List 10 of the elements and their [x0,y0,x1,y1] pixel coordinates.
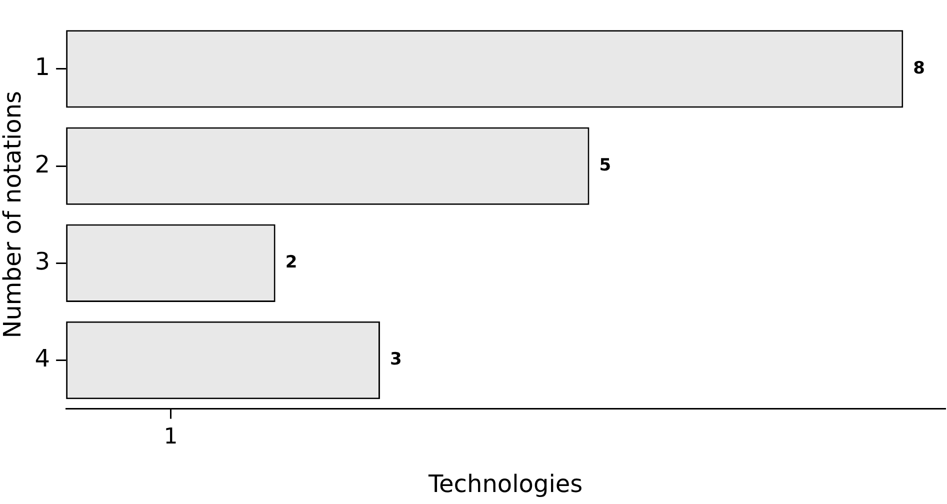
data-label: 8 [913,58,925,78]
y-tick-label: 1 [34,53,50,82]
y-axis-title: Number of notations [0,90,27,338]
data-label: 3 [390,350,402,370]
data-label: 5 [599,155,612,176]
y-tick-label: 4 [34,344,50,372]
y-tick-label: 2 [34,150,50,178]
x-axis-title: Technologies [427,470,583,498]
y-tick-label: 3 [34,247,50,276]
data-label: 2 [285,252,298,273]
